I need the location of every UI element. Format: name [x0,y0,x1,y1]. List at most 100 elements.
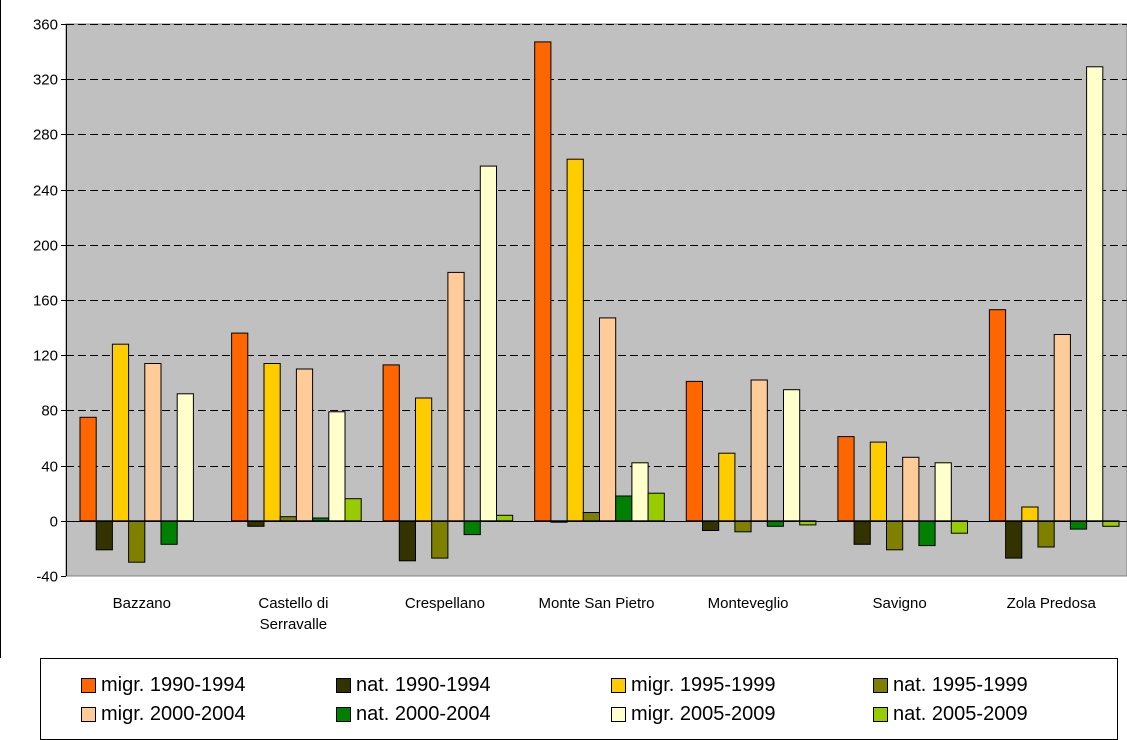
bar [463,520,481,536]
x-axis-labels: Bazzano Castello di Serravalle Crespellano M… [113,595,1097,633]
legend-label: nat. 1995-1999 [893,673,1028,696]
bar [295,368,314,522]
bar [1005,520,1023,559]
bar [415,397,433,522]
legend-item: nat. 1990-1994 [336,672,491,698]
legend-swatch [81,677,96,693]
bar [837,436,855,522]
x-tick-label: Zola Predosa [1007,595,1097,612]
bar [95,520,113,551]
bar [496,514,514,522]
bar [783,389,801,522]
bar [631,462,649,522]
bar [685,380,703,522]
y-tick-label: 360 [33,17,58,34]
bar [344,498,362,522]
bar [312,517,330,522]
gridlines [66,24,1127,467]
bar [615,495,633,522]
bar [111,343,130,522]
bar [988,309,1007,522]
x-tick-label: Crespellano [405,595,485,612]
bar [647,492,665,522]
legend-label: migr. 2005-2009 [631,702,776,725]
bar [582,512,600,522]
bar [902,456,920,522]
bars-group [79,41,1120,563]
legend-item: nat. 2005-2009 [873,701,1028,727]
y-tick-label: -40 [36,569,58,586]
bar [702,520,720,531]
bar [1037,520,1055,548]
bar [1086,66,1104,522]
bar [279,516,297,522]
bar [950,520,968,534]
bar [247,520,265,527]
legend-label: nat. 1990-1994 [356,673,491,696]
legend-item: nat. 1995-1999 [873,672,1028,698]
legend-label: nat. 2005-2009 [893,702,1028,725]
legend-swatch [611,706,626,722]
legend-label: migr. 1990-1994 [101,673,246,696]
bar [79,416,97,522]
bar [144,363,162,522]
legend-label: nat. 2000-2004 [356,702,491,725]
x-tick-label: Bazzano [113,595,171,612]
y-tick-label: 40 [41,459,58,476]
legend-item: nat. 2000-2004 [336,701,491,727]
bar [328,411,346,522]
bar [231,332,249,522]
y-tick-label: 200 [33,238,58,255]
legend-swatch [336,706,351,722]
bar [398,520,416,562]
y-tick-label: 280 [33,127,58,144]
bar [431,520,449,559]
y-tick-label: 320 [33,72,58,89]
bar [934,462,952,522]
x-tick-label: Monteveglio [708,595,789,612]
bar [176,393,194,522]
legend-swatch [873,706,888,722]
legend-swatch [611,677,626,693]
bar [534,41,552,522]
bar [1053,334,1071,522]
y-axis: 360 320 280 240 200 160 120 80 40 0 -40 [33,17,67,586]
y-tick-label: 0 [50,514,58,531]
bar [1069,520,1088,530]
legend-label: migr. 1995-1999 [631,673,776,696]
bar [718,452,736,522]
bar [799,520,817,526]
y-tick-label: 120 [33,348,58,365]
bar [479,165,497,522]
legend-item: migr. 2000-2004 [81,701,246,727]
legend: migr. 1990-1994 nat. 1990-1994 migr. 1995-… [40,658,1118,740]
legend-item: migr. 1995-1999 [611,672,776,698]
bar [599,317,617,522]
bar [918,520,936,547]
legend-swatch [873,677,888,693]
bar [869,441,887,522]
bar [566,158,584,522]
bar [766,520,784,527]
legend-item: migr. 1990-1994 [81,672,246,698]
legend-swatch [336,677,351,693]
chart: 360 320 280 240 200 160 120 80 40 0 -40 Bazzano Cas… [0,0,1127,658]
legend-label: migr. 2000-2004 [101,702,246,725]
bar [128,520,146,563]
bar [853,520,871,545]
bar [382,364,400,522]
bar [1021,506,1039,522]
bar [750,379,768,522]
bar [1102,520,1120,527]
y-tick-label: 160 [33,293,58,310]
bar [734,520,752,533]
bar [263,363,281,522]
bar [160,520,178,545]
x-tick-label: Castello di Serravalle [258,595,328,633]
y-tick-label: 240 [33,183,58,200]
bar [886,520,904,551]
y-tick-label: 80 [41,403,58,420]
bar [447,271,465,522]
x-tick-label: Savigno [872,595,926,612]
